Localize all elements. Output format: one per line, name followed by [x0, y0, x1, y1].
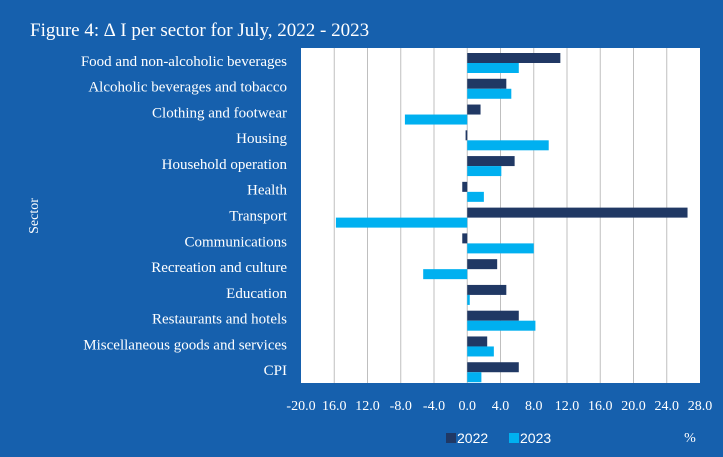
category-label: Communications — [185, 234, 288, 250]
category-label: Health — [247, 183, 287, 199]
bar-2023 — [467, 346, 494, 357]
bar-2022 — [467, 207, 688, 218]
x-tick-label: -20.0 — [286, 399, 315, 414]
category-label: Food and non-alcoholic beverages — [81, 54, 287, 70]
x-tick-label: 28.0 — [688, 399, 713, 414]
bar-2023 — [467, 166, 502, 177]
bar-2023 — [467, 294, 470, 305]
x-tick-label: -8.0 — [390, 399, 412, 414]
bar-2023 — [467, 320, 536, 331]
bar-2023 — [423, 269, 468, 280]
bar-2022 — [467, 336, 488, 347]
category-label: Education — [226, 286, 287, 302]
category-label: Recreation and culture — [151, 260, 287, 276]
category-label: Household operation — [162, 157, 288, 173]
bar-2023 — [467, 372, 482, 383]
bar-2023 — [335, 217, 468, 228]
chart-title: Figure 4: ∆ I per sector for July, 2022 … — [30, 20, 369, 41]
bar-2022 — [467, 78, 507, 89]
x-tick-label: 16.0 — [322, 399, 347, 414]
bar-2023 — [467, 191, 484, 202]
category-label: Housing — [236, 131, 287, 147]
bar-2023 — [404, 114, 468, 125]
bar-2022 — [467, 104, 481, 115]
bar-2022 — [462, 233, 468, 244]
legend-swatch-2022 — [446, 433, 456, 443]
bar-2022 — [467, 156, 515, 167]
bar-2022 — [465, 130, 468, 141]
bar-2022 — [467, 53, 561, 63]
legend-swatch-2023 — [509, 433, 519, 443]
y-axis-title: Sector — [27, 198, 42, 234]
category-label: Alcoholic beverages and tobacco — [88, 80, 287, 96]
bar-2023 — [467, 243, 534, 254]
category-label: Miscellaneous goods and services — [83, 337, 287, 353]
x-tick-label: 8.0 — [525, 399, 543, 414]
x-tick-label: -4.0 — [423, 399, 445, 414]
bar-2022 — [467, 362, 519, 373]
bar-2023 — [467, 140, 549, 151]
x-tick-label: 20.0 — [621, 399, 646, 414]
bar-2023 — [467, 63, 519, 73]
bar-2023 — [467, 88, 512, 99]
legend-label-2023: 2023 — [520, 430, 551, 446]
bar-2022 — [462, 181, 468, 192]
category-label: Transport — [229, 209, 288, 225]
category-label: Restaurants and hotels — [152, 312, 287, 328]
x-axis-unit: % — [684, 431, 696, 446]
legend-label-2022: 2022 — [457, 430, 488, 446]
x-tick-label: 12.0 — [555, 399, 580, 414]
x-tick-label: 0.0 — [459, 399, 477, 414]
x-tick-label: 16.0 — [588, 399, 613, 414]
bar-2022 — [467, 259, 498, 270]
x-tick-label: 12.0 — [355, 399, 380, 414]
category-label: CPI — [264, 363, 287, 379]
bar-2022 — [467, 284, 507, 295]
x-tick-label: 24.0 — [655, 399, 680, 414]
bar-2022 — [467, 310, 519, 321]
category-label: Clothing and footwear — [152, 105, 287, 121]
x-tick-label: 4.0 — [492, 399, 510, 414]
